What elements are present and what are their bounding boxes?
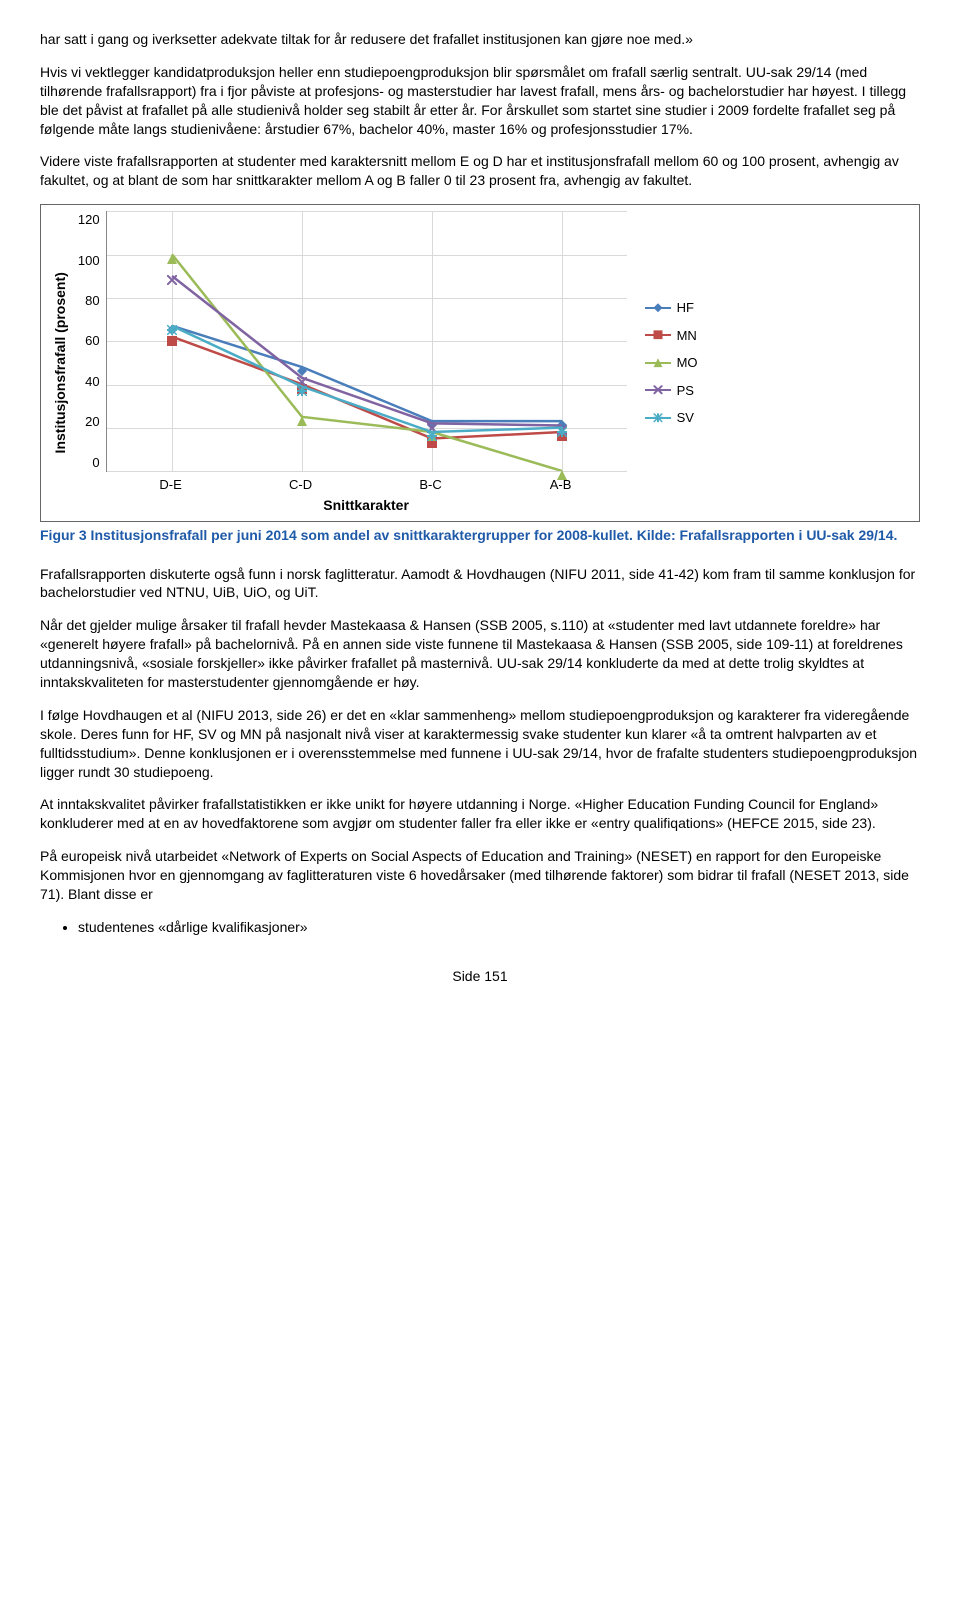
paragraph-2: Hvis vi vektlegger kandidatproduksjon he… bbox=[40, 63, 920, 139]
page-number: Side 151 bbox=[40, 967, 920, 986]
legend-item: HF bbox=[645, 299, 698, 317]
paragraph-1: har satt i gang og iverksetter adekvate … bbox=[40, 30, 920, 49]
paragraph-7: At inntakskvalitet påvirker frafallstati… bbox=[40, 795, 920, 833]
chart-x-axis-label: Snittkarakter bbox=[106, 496, 627, 515]
legend-item: MO bbox=[645, 354, 698, 372]
chart-figure-3: 2008 Institusjonsfrafall (prosent) 12010… bbox=[40, 204, 920, 521]
chart-legend: HF MN MO PS SV bbox=[627, 211, 698, 514]
chart-plot-area bbox=[106, 211, 627, 472]
chart-x-axis-ticks: D-EC-DB-CA-B bbox=[106, 476, 626, 494]
chart-y-axis-label: Institusjonsfrafall (prosent) bbox=[47, 211, 74, 514]
legend-item: SV bbox=[645, 409, 698, 427]
paragraph-5: Når det gjelder mulige årsaker til frafa… bbox=[40, 616, 920, 692]
bullet-list: studentenes «dårlige kvalifikasjoner» bbox=[40, 918, 920, 937]
paragraph-3: Videre viste frafallsrapporten at studen… bbox=[40, 152, 920, 190]
paragraph-4: Frafallsrapporten diskuterte også funn i… bbox=[40, 565, 920, 603]
chart-y-axis-ticks: 120100806040200 bbox=[74, 211, 106, 471]
bullet-item: studentenes «dårlige kvalifikasjoner» bbox=[78, 918, 920, 937]
paragraph-8: På europeisk nivå utarbeidet «Network of… bbox=[40, 847, 920, 904]
paragraph-6: I følge Hovdhaugen et al (NIFU 2013, sid… bbox=[40, 706, 920, 782]
figure-caption: Figur 3 Institusjonsfrafall per juni 201… bbox=[40, 526, 920, 545]
legend-item: MN bbox=[645, 327, 698, 345]
legend-item: PS bbox=[645, 382, 698, 400]
